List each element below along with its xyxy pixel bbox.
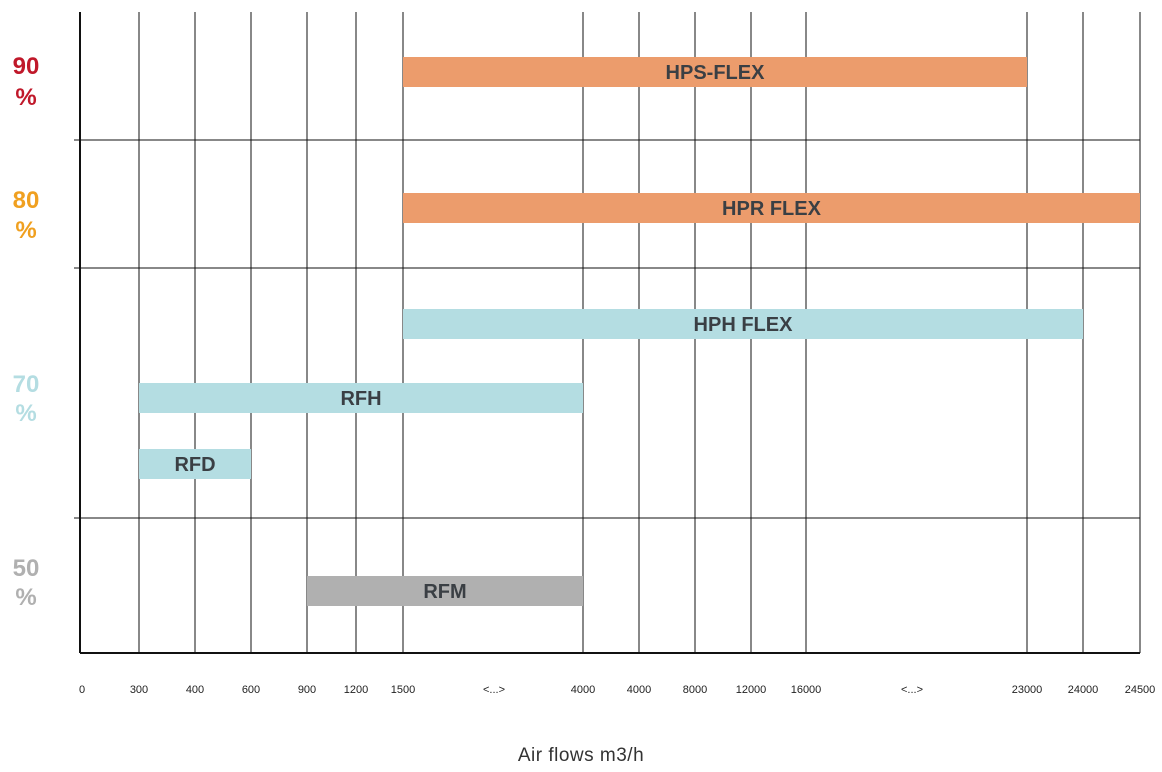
bar-hps-flex (403, 57, 1027, 87)
bar-label: HPS-FLEX (666, 62, 766, 84)
x-tick-label: 1200 (344, 684, 368, 696)
x-axis-title: Air flows m3/h (517, 745, 645, 766)
bar-label: RFH (340, 388, 381, 410)
bar-label: HPH FLEX (694, 314, 794, 336)
band-label: 80 (13, 187, 40, 214)
x-tick-label: 24500 (1125, 684, 1156, 696)
x-tick-label: 8000 (683, 684, 707, 696)
x-tick-label: 16000 (791, 684, 822, 696)
x-tick-label: 24000 (1068, 684, 1099, 696)
x-tick-label: 300 (130, 684, 148, 696)
bar-rfd (139, 449, 251, 479)
bar-hph-flex (403, 309, 1083, 339)
x-tick-label: 1500 (391, 684, 415, 696)
band-label: 70 (13, 371, 40, 398)
x-tick-label: 12000 (736, 684, 767, 696)
x-tick-label: 900 (298, 684, 316, 696)
bar-label: RFD (174, 454, 215, 476)
band-label: % (15, 400, 36, 427)
bars: HPS-FLEX HPR FLEX HPH FLEX RFH RFD RFM (139, 57, 1140, 606)
x-tick-label: <...> (901, 684, 923, 696)
band-label: 90 (13, 53, 40, 80)
x-axis-ticks: 0 300 400 600 900 1200 1500 <...> 4000 4000 8000 12… (79, 684, 1155, 696)
band-label: 50 (13, 555, 40, 582)
bar-rfh (139, 383, 583, 413)
band-label: % (15, 584, 36, 611)
x-tick-label: 4000 (571, 684, 595, 696)
x-tick-label: 23000 (1012, 684, 1043, 696)
bar-rfm (307, 576, 583, 606)
x-tick-label: 0 (79, 684, 85, 696)
bar-label: HPR FLEX (722, 198, 822, 220)
x-tick-label: 600 (242, 684, 260, 696)
band-label: % (15, 84, 36, 111)
x-tick-label: 400 (186, 684, 204, 696)
y-axis-bands: 90%80%70%50% (13, 53, 40, 611)
band-label: % (15, 217, 36, 244)
x-tick-label: <...> (483, 684, 505, 696)
bar-label: RFM (423, 581, 466, 603)
x-tick-label: 4000 (627, 684, 651, 696)
bar-hpr-flex (403, 193, 1140, 223)
